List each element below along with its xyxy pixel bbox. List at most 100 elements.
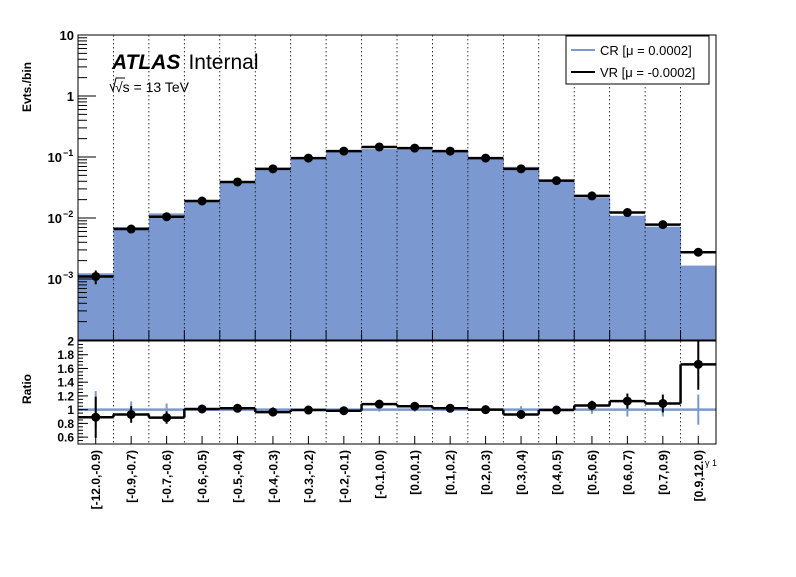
x-tick-label: [0.9,12.0) [692, 450, 706, 501]
bin-edge-gridlines [113, 35, 681, 444]
x-tick-label: [0.3,0.4) [515, 450, 529, 495]
ratio-y-tick-label: 1.2 [57, 389, 74, 403]
ratio-point [374, 399, 384, 409]
ratio-y-tick-label: 2 [67, 335, 74, 349]
x-tick-label: [-0.5,-0.4) [231, 450, 245, 503]
tick-labels: [-12.0,-0.9) [-0.9,-0.7) [-0.7,-0.6) [-0.6,… [48, 28, 706, 509]
ratio-point [162, 413, 172, 423]
vr-point [91, 271, 101, 281]
cr-bar [432, 151, 469, 340]
y-tick-label: 10 [48, 211, 62, 226]
cr-bar [255, 168, 292, 340]
ratio-frame [77, 340, 717, 445]
cr-bar [361, 149, 398, 340]
x-axis-label: γ 1 [705, 458, 717, 468]
vr-point [693, 247, 703, 257]
vr-point [552, 176, 561, 186]
cr-bar [184, 201, 221, 340]
ratio-point [268, 407, 278, 417]
vr-point [374, 142, 384, 152]
ratio-y-tick-label: 0.6 [57, 431, 74, 445]
ratio-point [339, 406, 349, 416]
axes [77, 34, 717, 445]
vr-series [78, 142, 716, 285]
x-tick-label: [-0.7,-0.6) [160, 450, 174, 503]
cr-bar [290, 158, 327, 340]
vr-point [162, 212, 172, 222]
cr-bar [397, 149, 433, 340]
x-tick-label: [-0.1,0.0) [373, 450, 387, 499]
cr-bar [148, 213, 185, 340]
y-tick-label: 10 [48, 272, 62, 287]
ratio-point [91, 412, 101, 422]
ratio-y-tick-label: 1.6 [57, 362, 74, 376]
vr-point [622, 208, 632, 218]
x-tick-label: [0.0,0.1) [408, 450, 422, 495]
x-tick-label: [-0.9,-0.7) [125, 450, 139, 503]
x-tick-label: [-0.3,-0.2) [302, 450, 316, 503]
internal-label: Internal [188, 51, 258, 74]
vr-point [516, 164, 526, 174]
y-axis-label: Evts./bin [20, 62, 34, 112]
legend-vr-label: VR [μ = -0.0002] [600, 65, 695, 80]
vr-point [339, 146, 349, 156]
vr-point [126, 224, 136, 234]
legend: CR [μ = 0.0002] VR [μ = -0.0002] [565, 35, 710, 85]
cr-bar [219, 182, 256, 340]
vr-point [481, 153, 491, 163]
cr-bar [326, 150, 363, 340]
y-tick-exponent: −1 [63, 148, 73, 158]
vr-point [658, 220, 668, 230]
vr-point [587, 191, 597, 201]
ratio-y-tick-label: 1.4 [57, 376, 74, 390]
ratio-point [552, 405, 561, 415]
ratio-point [303, 405, 313, 415]
y-tick-label: 1 [67, 89, 74, 104]
vr-point [445, 146, 455, 156]
ratio-point [126, 409, 136, 419]
x-tick-label: [-0.6,-0.5) [196, 450, 210, 503]
vr-point [233, 177, 242, 187]
x-tick-label: [0.6,0.7) [621, 450, 635, 495]
cr-bar [609, 215, 646, 340]
ratio-point [410, 401, 420, 411]
cr-bar [503, 166, 540, 340]
x-tick-label: [0.4,0.5) [550, 450, 564, 495]
vr-point [410, 143, 420, 153]
vr-point [268, 164, 278, 174]
ratio-axis-label: Ratio [20, 374, 34, 404]
energy-label: √s = 13 TeV [115, 79, 190, 95]
x-tick-label: [-0.2,-0.1) [337, 450, 351, 503]
ratio-point [197, 404, 207, 414]
ratio-y-tick-label: 0.8 [57, 417, 74, 431]
cr-bar [680, 265, 717, 340]
x-tick-label: [0.5,0.6) [585, 450, 599, 495]
x-tick-label: [-0.4,-0.3) [266, 450, 280, 503]
x-tick-label: [0.2,0.3) [479, 450, 493, 495]
sqrt-sign-icon [109, 77, 125, 93]
y-tick-exponent: −2 [63, 209, 73, 219]
vr-point [197, 196, 207, 206]
legend-cr-label: CR [μ = 0.0002] [600, 43, 692, 58]
ratio-point [516, 409, 526, 419]
cr-histogram-fill [78, 149, 717, 340]
cr-bar [467, 158, 504, 340]
ratio-point [693, 359, 703, 369]
ratio-y-tick-label: 1 [67, 403, 74, 417]
ratio-y-tick-label: 1.8 [57, 348, 74, 362]
cr-bar [574, 197, 611, 340]
ratio-point [658, 398, 668, 408]
atlas-label: ATLAS [111, 51, 180, 74]
cr-bar [113, 227, 150, 340]
x-tick-label: [0.1,0.2) [444, 450, 458, 495]
x-tick-label: [-12.0,-0.9) [89, 450, 103, 509]
cr-bar [645, 226, 682, 340]
ratio-point [445, 403, 455, 413]
y-tick-label: 10 [60, 28, 74, 43]
ratio-point [587, 401, 597, 411]
vr-point [303, 153, 313, 163]
y-tick-exponent: −3 [63, 270, 73, 280]
ratio-point [481, 405, 491, 415]
ratio-series [78, 341, 716, 438]
